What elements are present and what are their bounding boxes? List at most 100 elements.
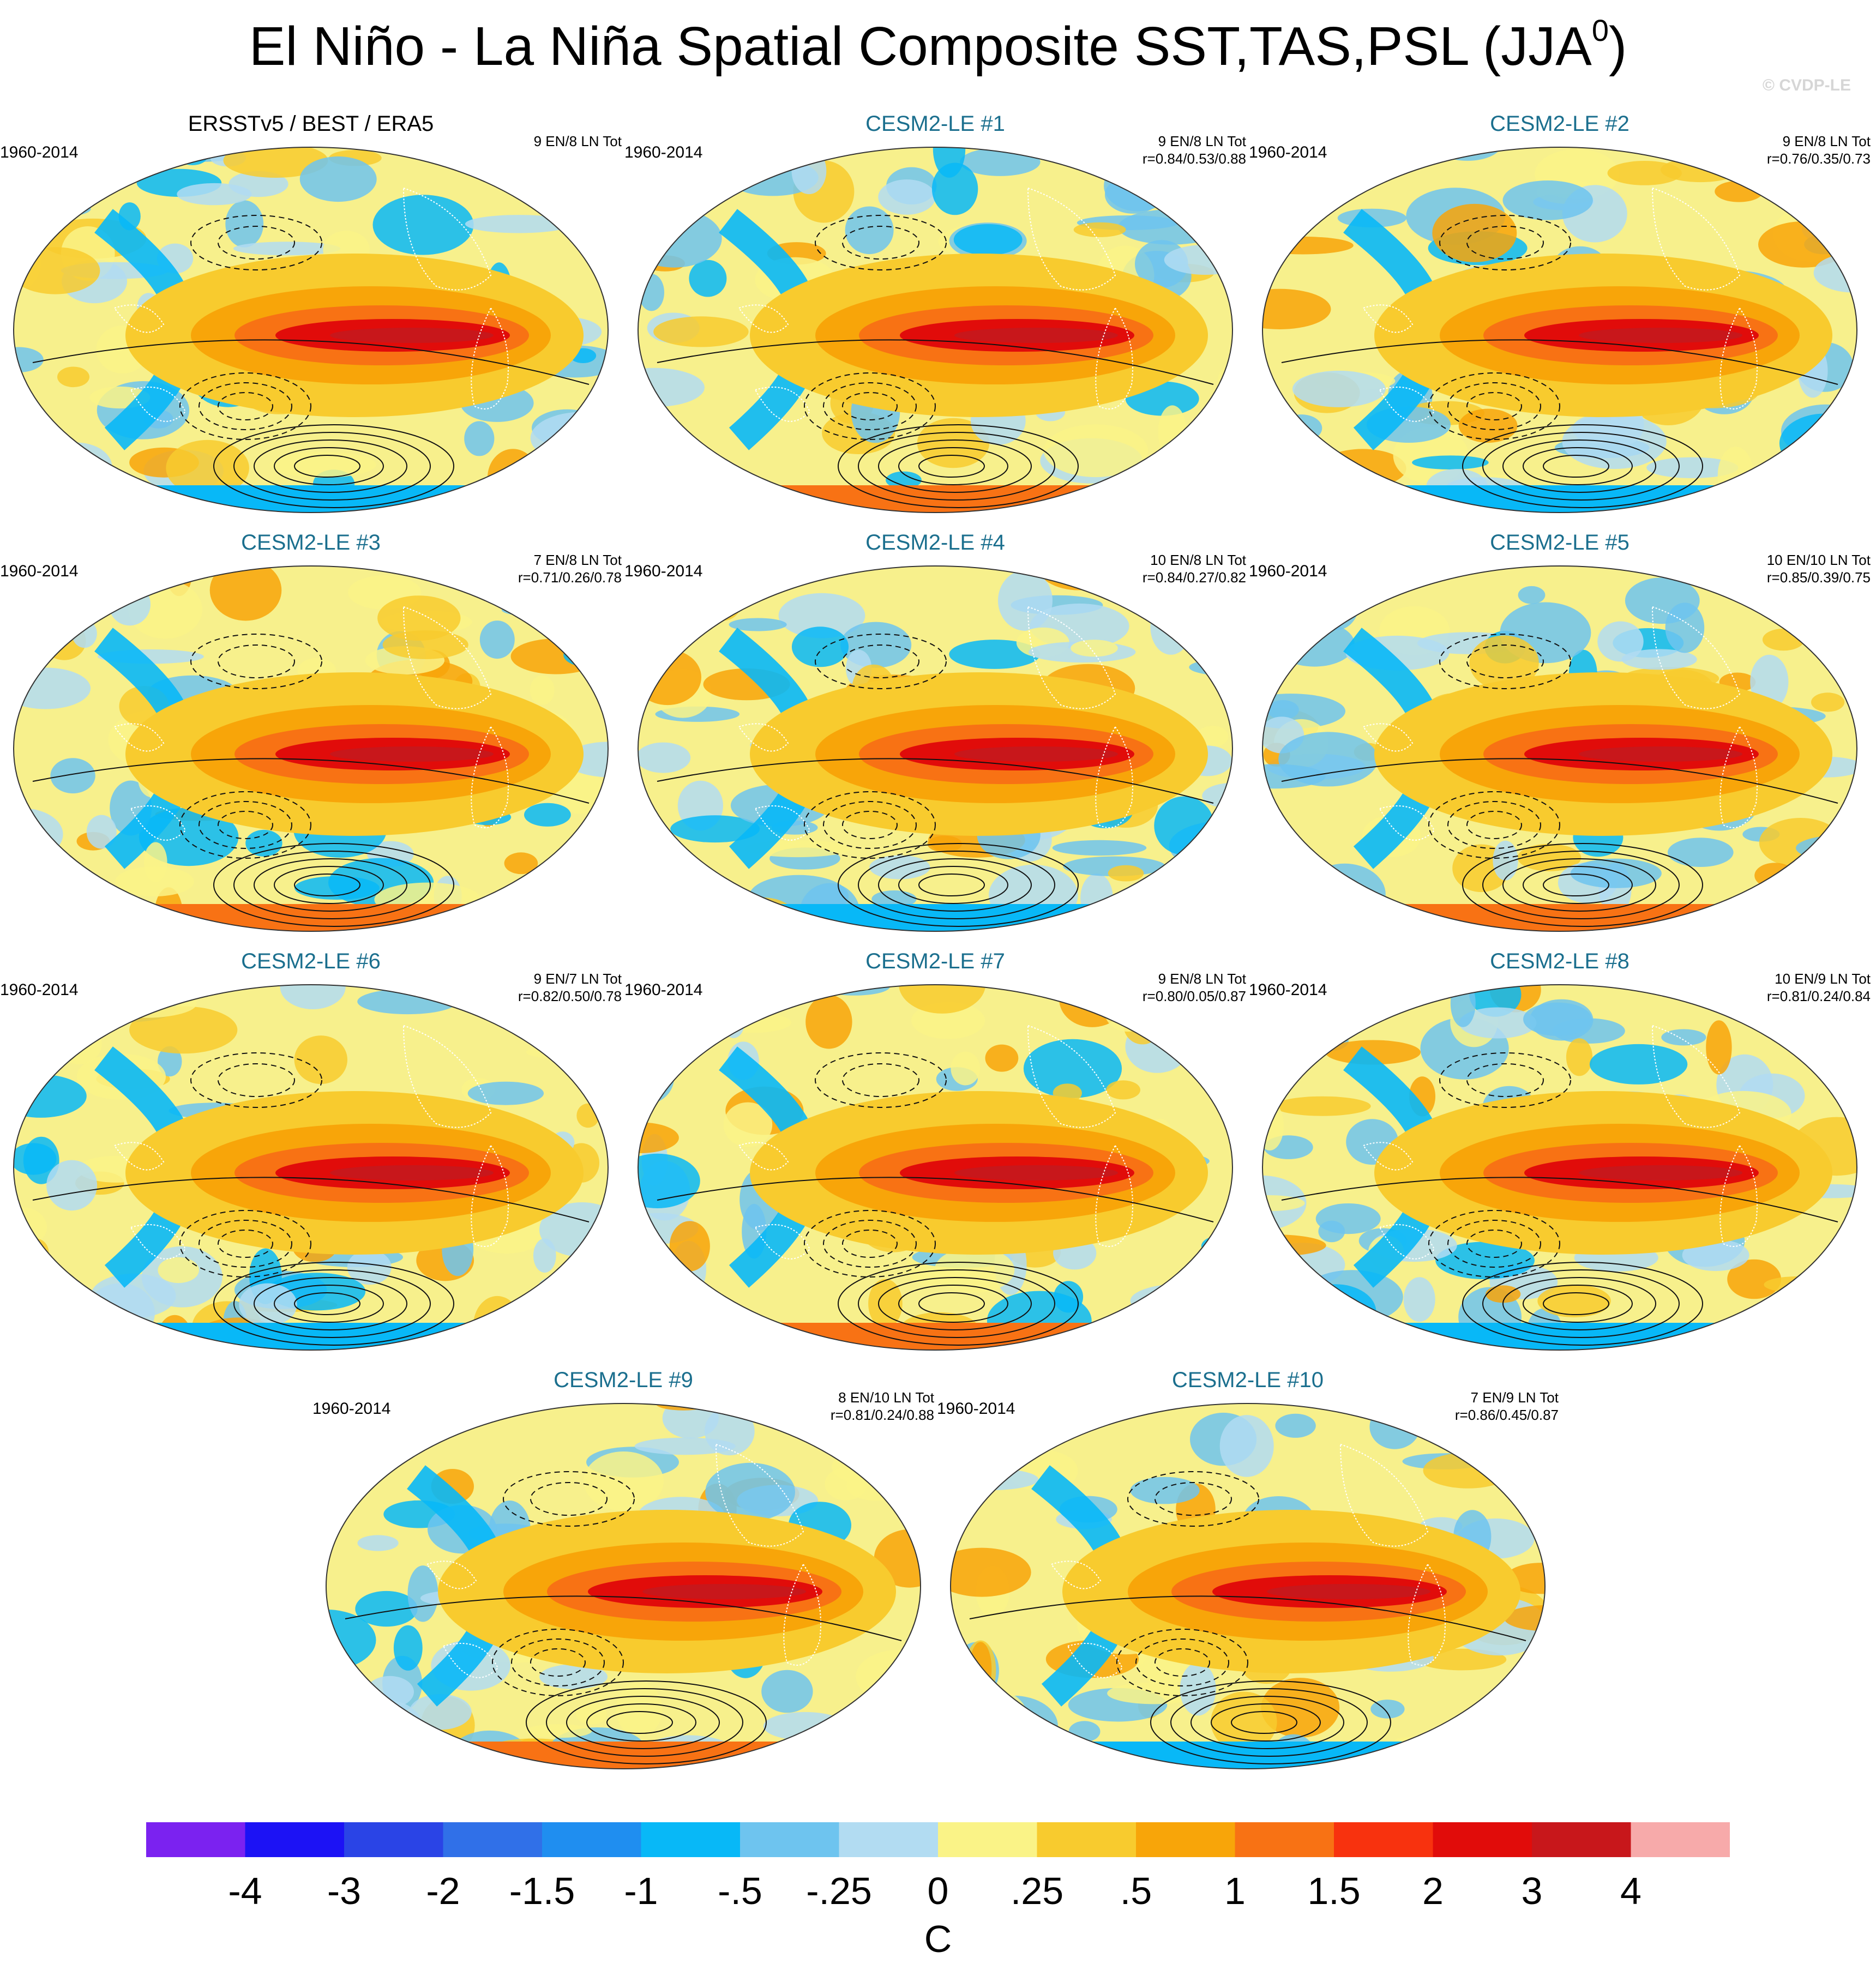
coastline bbox=[1408, 1563, 1446, 1666]
anomaly-patch bbox=[969, 1695, 1058, 1756]
coastline bbox=[1651, 187, 1741, 291]
anomaly-patch bbox=[459, 495, 524, 513]
anomaly-patch bbox=[57, 366, 89, 388]
anomaly-patch bbox=[525, 1724, 592, 1738]
coastline bbox=[754, 1224, 811, 1260]
coastline bbox=[738, 1142, 789, 1171]
anomaly-patch bbox=[951, 1051, 981, 1086]
psl-contour-positive bbox=[526, 1680, 767, 1764]
anomaly-patch bbox=[672, 987, 765, 1014]
anomaly-patch bbox=[845, 206, 894, 255]
anomaly-patch bbox=[1330, 922, 1420, 931]
anomaly-patch bbox=[15, 442, 91, 477]
coastline bbox=[471, 1144, 509, 1247]
colorbar-swatch bbox=[344, 1822, 443, 1857]
anomaly-patch bbox=[1280, 414, 1322, 442]
map-panel: CESM2-LE #1 1960-2014 9 EN/8 LN Tot r=0.84/… bbox=[624, 112, 1246, 515]
anomaly-patch bbox=[1202, 782, 1232, 809]
anomaly-patch bbox=[372, 195, 474, 255]
anomaly-patch bbox=[1764, 1276, 1831, 1293]
psl-contour-positive bbox=[1523, 447, 1633, 485]
anomaly-patch bbox=[355, 1591, 418, 1627]
title-superscript: 0 bbox=[1591, 13, 1609, 47]
psl-contour-positive bbox=[1211, 1703, 1321, 1742]
anomaly-patch bbox=[1523, 1002, 1592, 1036]
anomaly-patch bbox=[639, 274, 664, 311]
anomaly-patch bbox=[539, 1664, 608, 1689]
coastline bbox=[1339, 1443, 1429, 1547]
pattern-correlation: r=0.86/0.45/0.87 bbox=[1454, 1407, 1559, 1423]
pattern-correlation: r=0.71/0.26/0.78 bbox=[518, 569, 622, 586]
anomaly-patch bbox=[1303, 863, 1386, 925]
pattern-correlation: r=0.84/0.53/0.88 bbox=[1142, 150, 1246, 167]
psl-contour-positive bbox=[546, 1688, 743, 1757]
anomaly-patch bbox=[791, 147, 827, 195]
psl-contour-negative bbox=[823, 382, 917, 430]
psl-contour-negative bbox=[530, 1648, 586, 1677]
coastline bbox=[1050, 1561, 1102, 1589]
anomaly-patch bbox=[552, 599, 608, 625]
anomaly-patch bbox=[74, 985, 98, 1005]
anomaly-patch bbox=[1219, 1415, 1274, 1477]
anomaly-patch bbox=[464, 421, 495, 456]
psl-contour-negative bbox=[1439, 1052, 1571, 1108]
coastline bbox=[1095, 307, 1133, 409]
anomaly-patch bbox=[1210, 1232, 1232, 1293]
anomaly-patch bbox=[878, 179, 936, 215]
anomaly-patch bbox=[1085, 908, 1121, 931]
pattern-correlation: r=0.81/0.24/0.84 bbox=[1766, 988, 1871, 1004]
map-outline bbox=[1262, 147, 1857, 513]
psl-contour-positive bbox=[345, 1595, 902, 1641]
anomaly-patch bbox=[1262, 566, 1331, 587]
anomaly-patch bbox=[129, 1006, 238, 1054]
psl-contour-positive bbox=[1462, 1262, 1703, 1346]
coastline bbox=[1027, 187, 1116, 291]
colorbar-tick-label: 3 bbox=[1522, 1870, 1543, 1912]
anomaly-patch bbox=[1262, 288, 1331, 329]
anomaly-patch bbox=[1682, 1239, 1749, 1272]
anomaly-patch bbox=[1043, 424, 1149, 478]
anomaly-patch bbox=[638, 368, 705, 407]
warm-tongue bbox=[954, 746, 1118, 762]
panel-stats: 10 EN/8 LN Tot r=0.84/0.27/0.82 bbox=[1143, 551, 1246, 586]
pattern-correlation: r=0.85/0.39/0.75 bbox=[1766, 569, 1871, 586]
anomaly-patch bbox=[377, 595, 461, 641]
coastline bbox=[1095, 726, 1133, 828]
psl-contour-positive bbox=[878, 439, 1032, 493]
anomaly-patch bbox=[14, 442, 48, 497]
panel-title: CESM2-LE #5 bbox=[1490, 531, 1630, 555]
anomaly-patch bbox=[50, 758, 95, 794]
psl-contour-negative bbox=[804, 372, 936, 440]
panel-stats: 9 EN/8 LN Tot r=0.84/0.53/0.88 bbox=[1143, 132, 1246, 167]
warm-tongue bbox=[1579, 1165, 1742, 1180]
event-counts: 8 EN/10 LN Tot bbox=[838, 1389, 934, 1406]
psl-contour-positive bbox=[1281, 1177, 1838, 1222]
anomaly-patch bbox=[1518, 586, 1546, 604]
anomaly-patch bbox=[360, 1727, 406, 1769]
copyright-label: © CVDP-LE bbox=[1762, 76, 1851, 94]
psl-contour-negative bbox=[218, 392, 273, 420]
anomaly-patch bbox=[1403, 1277, 1435, 1322]
colorbar-tick-label: .25 bbox=[1011, 1870, 1063, 1912]
anomaly-patch bbox=[778, 593, 865, 638]
colorbar-tick-label: 1.5 bbox=[1307, 1870, 1360, 1912]
anomaly-patch bbox=[233, 242, 341, 256]
colorbar-swatch bbox=[1334, 1822, 1433, 1857]
anomaly-patch bbox=[326, 1750, 408, 1769]
psl-contour-negative bbox=[1447, 801, 1541, 849]
psl-contour-positive bbox=[918, 455, 985, 478]
robinson-map bbox=[13, 565, 609, 932]
psl-contour-negative bbox=[842, 811, 898, 839]
psl-contour-positive bbox=[1462, 843, 1703, 927]
anomaly-patch bbox=[501, 602, 608, 618]
anomaly-patch bbox=[530, 469, 558, 502]
colorbar-swatch bbox=[245, 1822, 344, 1857]
coastline bbox=[1362, 1142, 1414, 1171]
psl-contour-negative bbox=[804, 791, 936, 859]
anomaly-patch bbox=[158, 1257, 200, 1284]
panel-stats: 9 EN/8 LN Tot r=0.76/0.35/0.73 bbox=[1767, 132, 1871, 167]
anomaly-patch bbox=[1493, 840, 1518, 881]
panel-title: CESM2-LE #10 bbox=[1172, 1368, 1324, 1392]
warm-tongue bbox=[330, 746, 494, 762]
coastline bbox=[1362, 304, 1414, 333]
